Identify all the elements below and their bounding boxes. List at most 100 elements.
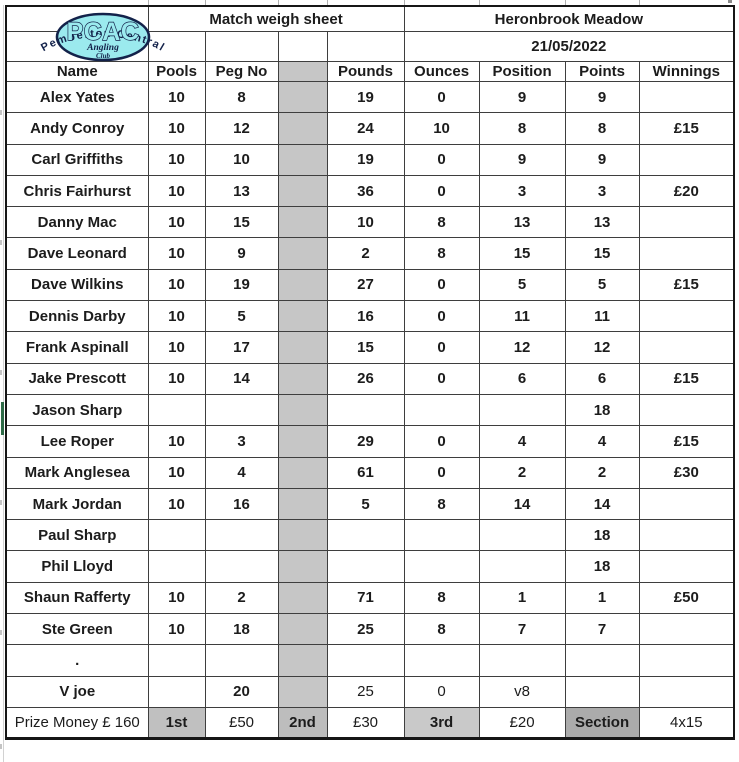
cell-pounds[interactable]: 19 — [326, 80, 405, 114]
third-place-value[interactable]: £20 — [478, 706, 566, 739]
spacer-cell[interactable] — [277, 456, 328, 489]
cell-points[interactable]: 18 — [564, 550, 640, 583]
cell-pools[interactable]: 10 — [147, 425, 206, 458]
cell-position[interactable]: 12 — [478, 331, 566, 364]
cell-peg[interactable]: 9 — [204, 237, 279, 270]
cell-ounces[interactable]: 0 — [403, 362, 480, 395]
cell-ounces[interactable] — [403, 519, 480, 552]
cell-name[interactable]: Jake Prescott — [5, 362, 149, 395]
cell-pools[interactable]: 10 — [147, 331, 206, 364]
cell-peg[interactable]: 18 — [204, 613, 279, 646]
cell-name[interactable]: Dave Wilkins — [5, 268, 149, 302]
cell-position[interactable] — [478, 519, 566, 552]
cell-ounces[interactable]: 0 — [403, 174, 480, 208]
cell-pounds[interactable] — [326, 393, 405, 427]
spacer-cell[interactable] — [277, 362, 328, 395]
cell-points[interactable]: 14 — [564, 487, 640, 521]
cell-ounces[interactable]: 8 — [403, 206, 480, 239]
cell-winnings[interactable] — [638, 393, 735, 427]
cell-position[interactable]: 9 — [478, 143, 566, 176]
empty-cell[interactable] — [277, 31, 328, 62]
cell-ounces[interactable] — [403, 393, 480, 427]
spacer-cell[interactable] — [277, 237, 328, 270]
cell-position[interactable]: 9 — [478, 80, 566, 114]
cell-points[interactable]: 5 — [564, 268, 640, 302]
spacer-cell[interactable] — [277, 206, 328, 239]
cell-winnings[interactable] — [638, 613, 735, 646]
spacer-cell[interactable] — [277, 112, 328, 145]
cell-position[interactable]: v8 — [478, 675, 566, 708]
column-header-peg-no[interactable]: Peg No — [204, 61, 279, 82]
cell-pools[interactable]: 10 — [147, 613, 206, 646]
cell-points[interactable]: 8 — [564, 112, 640, 145]
cell-name[interactable]: Shaun Rafferty — [5, 581, 149, 615]
cell-peg[interactable]: 10 — [204, 143, 279, 176]
cell-points[interactable]: 7 — [564, 613, 640, 646]
cell-winnings[interactable]: £15 — [638, 362, 735, 395]
cell-position[interactable]: 15 — [478, 237, 566, 270]
cell-winnings[interactable] — [638, 519, 735, 552]
cell-pools[interactable]: 10 — [147, 581, 206, 615]
cell-pounds[interactable]: 27 — [326, 268, 405, 302]
cell-ounces[interactable]: 0 — [403, 675, 480, 708]
cell-peg[interactable]: 16 — [204, 487, 279, 521]
cell-ounces[interactable]: 8 — [403, 613, 480, 646]
cell-ounces[interactable]: 8 — [403, 487, 480, 521]
cell-peg[interactable]: 13 — [204, 174, 279, 208]
logo-cell-top[interactable] — [5, 5, 149, 32]
cell-peg[interactable]: 12 — [204, 112, 279, 145]
cell-position[interactable]: 4 — [478, 425, 566, 458]
cell-peg[interactable] — [204, 550, 279, 583]
cell-winnings[interactable] — [638, 80, 735, 114]
second-place-label[interactable]: 2nd — [277, 706, 328, 739]
spacer-cell[interactable] — [277, 581, 328, 615]
cell-pools[interactable]: 10 — [147, 487, 206, 521]
cell-ounces[interactable]: 0 — [403, 143, 480, 176]
cell-peg[interactable]: 5 — [204, 300, 279, 333]
column-header-ounces[interactable]: Ounces — [403, 61, 480, 82]
column-header-spacer[interactable] — [277, 61, 328, 82]
cell-pounds[interactable]: 10 — [326, 206, 405, 239]
cell-name[interactable]: Frank Aspinall — [5, 331, 149, 364]
cell-winnings[interactable] — [638, 143, 735, 176]
empty-cell[interactable] — [147, 31, 206, 62]
cell-ounces[interactable]: 0 — [403, 300, 480, 333]
spacer-cell[interactable] — [277, 174, 328, 208]
cell-ounces[interactable] — [403, 550, 480, 583]
cell-pools[interactable]: 10 — [147, 456, 206, 489]
cell-name[interactable]: Andy Conroy — [5, 112, 149, 145]
cell-name[interactable]: Alex Yates — [5, 80, 149, 114]
spacer-cell[interactable] — [277, 268, 328, 302]
section-label[interactable]: Section — [564, 706, 640, 739]
cell-position[interactable] — [478, 644, 566, 677]
cell-winnings[interactable]: £15 — [638, 425, 735, 458]
spacer-cell[interactable] — [277, 644, 328, 677]
cell-peg[interactable]: 19 — [204, 268, 279, 302]
cell-position[interactable]: 3 — [478, 174, 566, 208]
cell-peg[interactable] — [204, 519, 279, 552]
cell-pounds[interactable]: 5 — [326, 487, 405, 521]
cell-position[interactable]: 2 — [478, 456, 566, 489]
cell-name[interactable]: Chris Fairhurst — [5, 174, 149, 208]
column-header-name[interactable]: Name — [5, 61, 149, 82]
cell-peg[interactable] — [204, 393, 279, 427]
venue-title[interactable]: Heronbrook Meadow — [403, 5, 735, 32]
second-place-value[interactable]: £30 — [326, 706, 405, 739]
spacer-cell[interactable] — [277, 300, 328, 333]
cell-pools[interactable]: 10 — [147, 362, 206, 395]
cell-ounces[interactable]: 0 — [403, 268, 480, 302]
cell-name[interactable]: V joe — [5, 675, 149, 708]
prize-money-label[interactable]: Prize Money £ 160 — [5, 706, 149, 739]
cell-winnings[interactable] — [638, 206, 735, 239]
column-header-pounds[interactable]: Pounds — [326, 61, 405, 82]
cell-pounds[interactable]: 25 — [326, 675, 405, 708]
column-header-pools[interactable]: Pools — [147, 61, 206, 82]
empty-cell[interactable] — [326, 31, 405, 62]
cell-peg[interactable]: 17 — [204, 331, 279, 364]
sheet-title[interactable]: Match weigh sheet — [147, 5, 405, 32]
cell-pools[interactable]: 10 — [147, 237, 206, 270]
cell-peg[interactable]: 2 — [204, 581, 279, 615]
cell-position[interactable] — [478, 550, 566, 583]
cell-ounces[interactable]: 8 — [403, 237, 480, 270]
cell-pools[interactable]: 10 — [147, 80, 206, 114]
